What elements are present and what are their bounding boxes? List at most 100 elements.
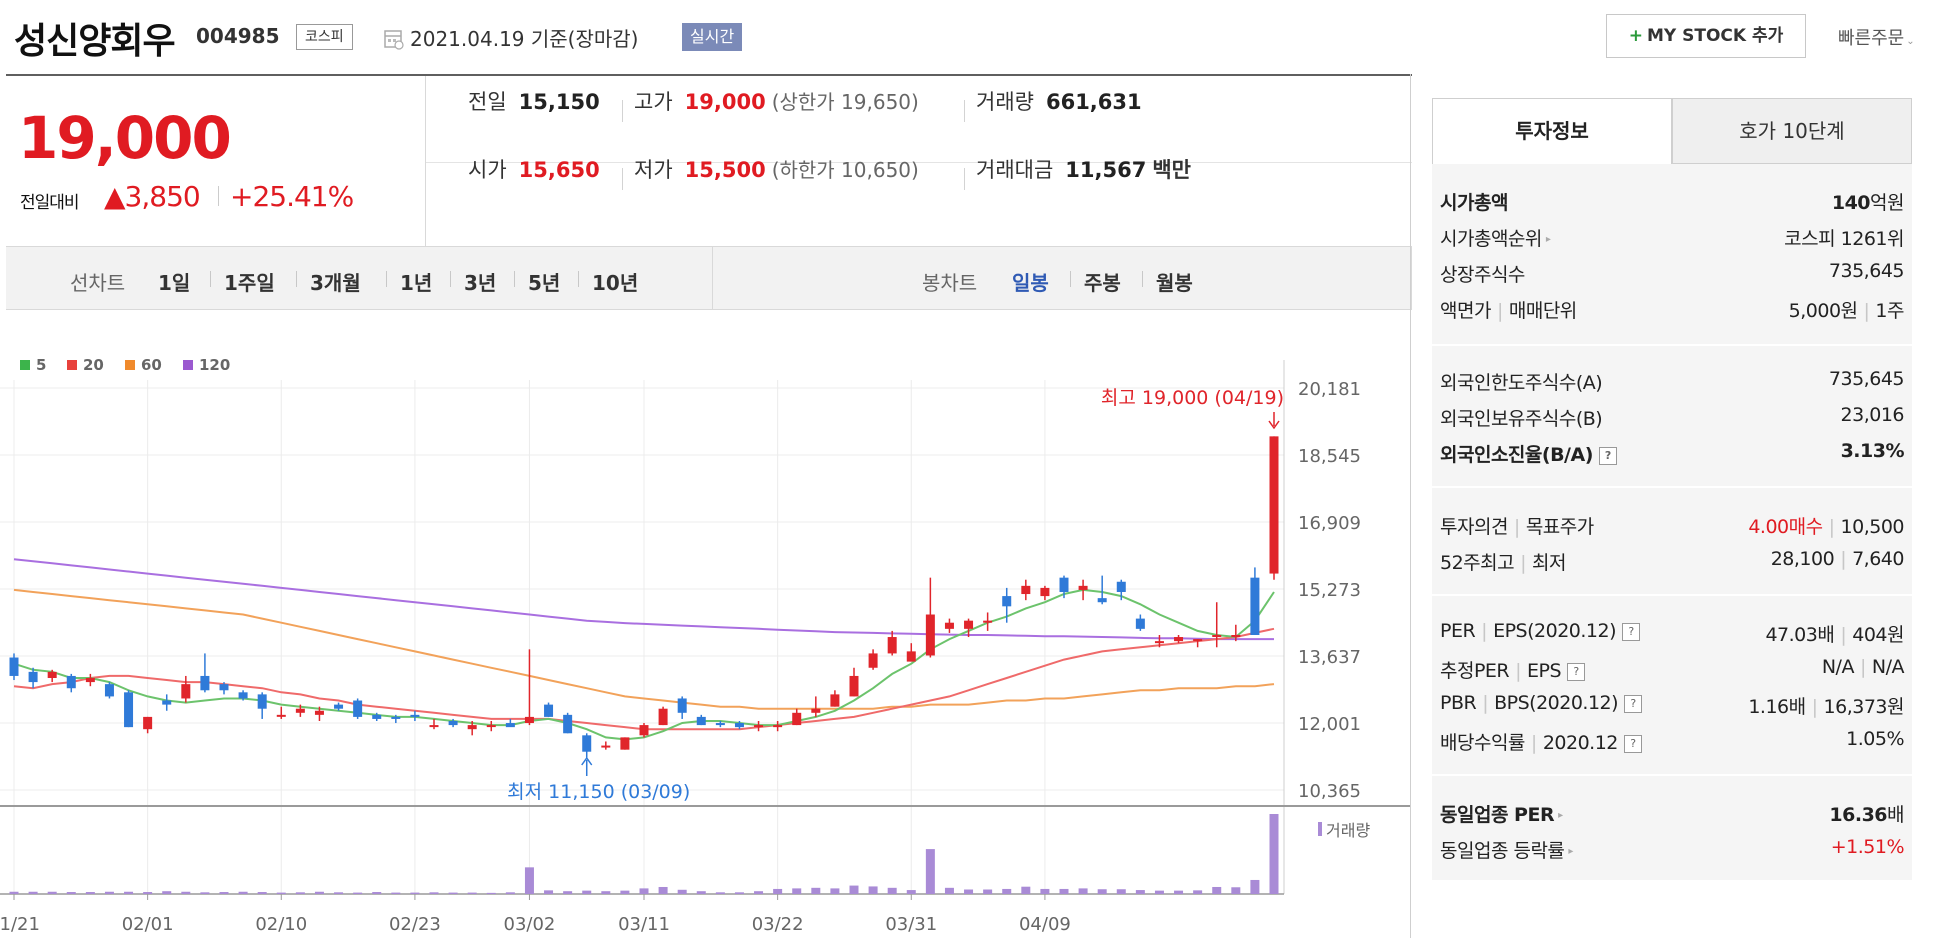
volume-bar (582, 890, 592, 894)
volume-bar (696, 891, 706, 894)
candle (238, 692, 248, 699)
tab-10year[interactable]: 10년 (592, 271, 639, 295)
x-tick-label: 03/02 (504, 914, 556, 935)
y-tick-label: 15,273 (1298, 580, 1361, 601)
price-panel: 19,000 전일대비 ▲3,850 +25.41% 전일 15,150 고가 19… (6, 74, 1412, 312)
volume-bar (639, 888, 649, 894)
candle (887, 637, 897, 654)
legend-swatch (20, 360, 30, 370)
change-amount: ▲3,850 (104, 180, 201, 213)
candle (486, 725, 496, 728)
help-icon[interactable]: ? (1624, 694, 1643, 713)
candlestick-chart[interactable]: 5 20 60 120 20,181 18,545 16,909 15,273 13,637 1… (0, 312, 1410, 938)
dividend-row: 배당수익률 | 2020.12? 1.05% (1440, 728, 1904, 754)
volume-bar (773, 888, 783, 894)
y-tick-label: 18,545 (1298, 446, 1361, 467)
x-tick-label: 02/01 (122, 914, 174, 935)
stock-code: 004985 (196, 24, 280, 48)
tab-weekly[interactable]: 주봉 (1084, 271, 1121, 295)
volume-bar (257, 892, 267, 894)
candle (104, 684, 114, 697)
tab-daily[interactable]: 일봉 (1012, 271, 1049, 295)
sector-per-row[interactable]: 동일업종 PER ▸ 16.36배 (1440, 804, 1904, 826)
down-arrow-icon (1268, 412, 1280, 430)
add-my-stock-button[interactable]: + MY STOCK 추가 (1606, 14, 1806, 58)
help-icon[interactable]: ? (1622, 622, 1640, 641)
candle (162, 700, 172, 705)
prev-close: 전일 15,150 (468, 90, 600, 114)
volume-bar (677, 889, 687, 894)
volume-bar (983, 889, 993, 894)
chevron-right-icon: ▸ (1558, 810, 1563, 821)
x-tick-label: 03/22 (752, 914, 804, 935)
tab-monthly[interactable]: 월봉 (1156, 271, 1193, 295)
tab-invest-info[interactable]: 투자정보 (1432, 98, 1672, 164)
volume-bar (887, 887, 897, 894)
stock-name: 성신양회우 (14, 21, 176, 62)
help-icon[interactable]: ? (1623, 734, 1642, 753)
candle (1135, 618, 1145, 629)
candle (849, 675, 859, 697)
legend-swatch (67, 360, 77, 370)
candle (601, 745, 611, 748)
candle (906, 651, 916, 662)
invest-info-panel: 시가총액 140억원 시가총액순위 ▸ 코스피 1261위 상장주식수 735,6… (1432, 164, 1912, 880)
tab-1day[interactable]: 1일 (158, 271, 191, 295)
volume-bar (1174, 890, 1184, 894)
volume-bar (486, 892, 496, 894)
tab-1year[interactable]: 1년 (400, 271, 433, 295)
volume-bar (1116, 889, 1126, 894)
volume-bar (925, 849, 935, 894)
candle (334, 704, 344, 709)
volume-bar (143, 892, 153, 894)
volume-bar (1231, 887, 1241, 894)
volume-bar (391, 892, 401, 894)
candle (448, 720, 458, 726)
candle (964, 620, 974, 629)
tab-3year[interactable]: 3년 (464, 271, 497, 295)
help-icon[interactable]: ? (1567, 662, 1586, 681)
tab-1week[interactable]: 1주일 (224, 271, 275, 295)
tab-3month[interactable]: 3개월 (310, 271, 361, 295)
volume-bar (830, 888, 840, 894)
volume-bar (219, 892, 229, 894)
x-tick-label: 02/10 (255, 914, 307, 935)
candle (1078, 585, 1088, 590)
market-cap-rank-row[interactable]: 시가총액순위 ▸ 코스피 1261위 (1440, 228, 1904, 250)
help-icon[interactable]: ? (1598, 446, 1617, 465)
calendar-icon (384, 30, 404, 50)
candle (1212, 634, 1222, 637)
candle (1250, 577, 1260, 635)
candle (219, 684, 229, 691)
candle (582, 735, 592, 752)
volume-bar (1135, 890, 1145, 894)
change-amount-value: 3,850 (124, 180, 201, 213)
candle (677, 698, 687, 713)
volume-bar (906, 890, 916, 894)
volume-bar (410, 892, 420, 894)
low-annotation: 최저 11,150 (03/09) (507, 781, 690, 803)
realtime-button[interactable]: 실시간 (682, 23, 743, 51)
candle (372, 714, 382, 719)
tab-5year[interactable]: 5년 (528, 271, 561, 295)
y-tick-label: 13,637 (1298, 647, 1361, 668)
current-price: 19,000 (18, 104, 232, 172)
y-tick-label: 20,181 (1298, 379, 1361, 400)
volume-bar (295, 892, 305, 894)
tab-order-book[interactable]: 호가 10단계 (1672, 98, 1912, 164)
week52-row: 52주최고 | 최저 28,100 | 7,640 (1440, 548, 1904, 574)
x-tick-label: 03/11 (618, 914, 670, 935)
sector-change-row[interactable]: 동일업종 등락률 ▸ +1.51% (1440, 836, 1905, 862)
chart-tabs: 선차트 1일 1주일 3개월 1년 3년 5년 10년 봉차트 일봉 주봉 월봉 (6, 246, 1412, 310)
volume-bar (524, 867, 534, 894)
quick-order-button[interactable]: 빠른주문 ⌄ (1838, 24, 1915, 50)
volume-bar (1154, 890, 1164, 894)
volume-bar (964, 889, 974, 894)
volume-bar (181, 891, 191, 894)
par-value-row: 액면가 | 매매단위 5,000원 | 1주 (1440, 300, 1904, 322)
market-badge: 코스피 (296, 24, 353, 50)
x-tick-label: 01/21 (0, 914, 40, 935)
pbr-row: PBR | BPS(2020.12)? 1.16배 | 16,373원 (1440, 692, 1905, 718)
candle (124, 692, 134, 728)
candle (1269, 436, 1279, 574)
